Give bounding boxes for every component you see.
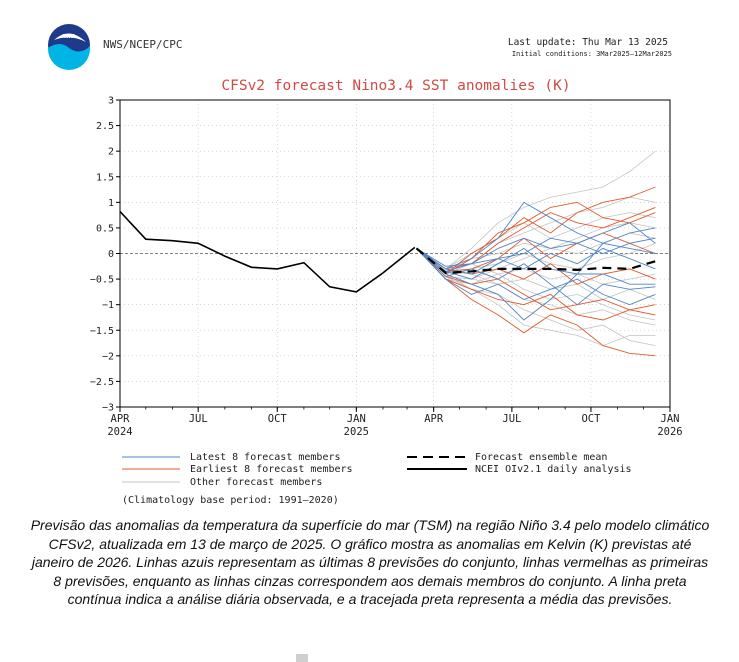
ensemble-mean-line	[415, 247, 656, 275]
legend-label-other: Other forecast members	[190, 477, 322, 488]
last-update-label: Last update: Thu Mar 13 2025	[508, 37, 668, 48]
y-tick-label: −1	[102, 300, 114, 311]
legend: Latest 8 forecast members Earliest 8 for…	[122, 452, 632, 488]
y-tick-label: 1.5	[96, 172, 114, 183]
latest-member-line	[416, 237, 656, 272]
other-member-line	[416, 150, 656, 270]
earliest-member-line	[416, 206, 656, 270]
noaa-logo-text: NOAA	[62, 34, 76, 40]
scroll-indicator	[296, 654, 308, 662]
analysis-line	[119, 210, 416, 293]
initial-conditions-label: Initial conditions: 3Mar2025–12Mar2025	[512, 50, 672, 58]
agency-label: NWS/NCEP/CPC	[103, 38, 182, 51]
other-member-line	[416, 248, 656, 346]
figure-caption: Previsão das anomalias da temperatura da…	[30, 517, 710, 607]
chart-svg: NOAA NWS/NCEP/CPC Last update: Thu Mar 1…	[48, 24, 683, 506]
earliest-member-line	[416, 248, 656, 321]
legend-label-earliest: Earliest 8 forecast members	[190, 464, 353, 475]
earliest-member-line	[416, 248, 656, 316]
y-tick-label: 2.5	[96, 121, 114, 132]
latest-member-line	[416, 201, 656, 270]
other-member-line	[416, 248, 656, 300]
legend-label-mean: Forecast ensemble mean	[475, 452, 607, 463]
legend-label-analysis: NCEI OIv2.1 daily analysis	[475, 464, 632, 475]
chart-title: CFSv2 forecast Nino3.4 SST anomalies (K)	[221, 78, 570, 94]
earliest-member-line	[416, 248, 656, 357]
y-tick-label: −2	[102, 351, 114, 362]
noaa-logo-bird	[54, 33, 86, 42]
y-tick-label: −0.5	[90, 275, 114, 286]
latest-member-line	[416, 247, 656, 275]
latest-member-line	[416, 248, 656, 321]
earliest-member-line	[416, 186, 656, 275]
latest-member-line	[416, 248, 656, 306]
x-tick-label: JAN	[347, 413, 366, 425]
axis-layer: −3−2.5−2−1.5−1−0.500.511.522.53APR2024JU…	[90, 96, 683, 439]
y-tick-label: 0	[108, 249, 114, 260]
grid-layer	[120, 100, 670, 407]
y-tick-label: −1.5	[90, 326, 114, 337]
y-tick-label: −3	[102, 403, 114, 414]
noaa-logo-wave	[48, 44, 90, 70]
x-tick-label: OCT	[581, 413, 601, 425]
other-member-line	[416, 248, 656, 347]
x-tick-label: OCT	[268, 413, 288, 425]
x-tick-label: APR	[424, 413, 444, 425]
x-tick-year-label: 2025	[344, 426, 369, 438]
legend-label-latest: Latest 8 forecast members	[190, 452, 341, 463]
y-tick-label: 0.5	[96, 223, 114, 234]
climatology-note: (Climatology base period: 1991–2020)	[122, 495, 339, 506]
noaa-logo: NOAA	[48, 24, 90, 70]
latest-member-line	[416, 242, 656, 280]
y-tick-label: 2	[108, 147, 114, 158]
y-tick-label: 3	[108, 96, 114, 107]
other-member-line	[416, 212, 656, 270]
series-layer	[119, 150, 656, 357]
latest-member-line	[416, 222, 656, 267]
y-tick-label: −2.5	[90, 377, 114, 388]
x-tick-year-label: 2026	[657, 426, 682, 438]
x-tick-label: JUL	[502, 413, 521, 425]
earliest-member-line	[416, 201, 656, 275]
chart-figure: NOAA NWS/NCEP/CPC Last update: Thu Mar 1…	[48, 24, 683, 506]
x-tick-label: APR	[111, 413, 131, 425]
x-tick-label: JAN	[661, 413, 680, 425]
x-tick-year-label: 2024	[107, 426, 132, 438]
x-tick-label: JUL	[189, 413, 208, 425]
plot-frame	[119, 99, 671, 408]
other-member-line	[416, 196, 656, 272]
y-tick-label: 1	[108, 198, 114, 209]
